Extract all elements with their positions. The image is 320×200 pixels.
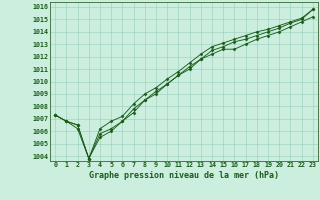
X-axis label: Graphe pression niveau de la mer (hPa): Graphe pression niveau de la mer (hPa) [89,171,279,180]
